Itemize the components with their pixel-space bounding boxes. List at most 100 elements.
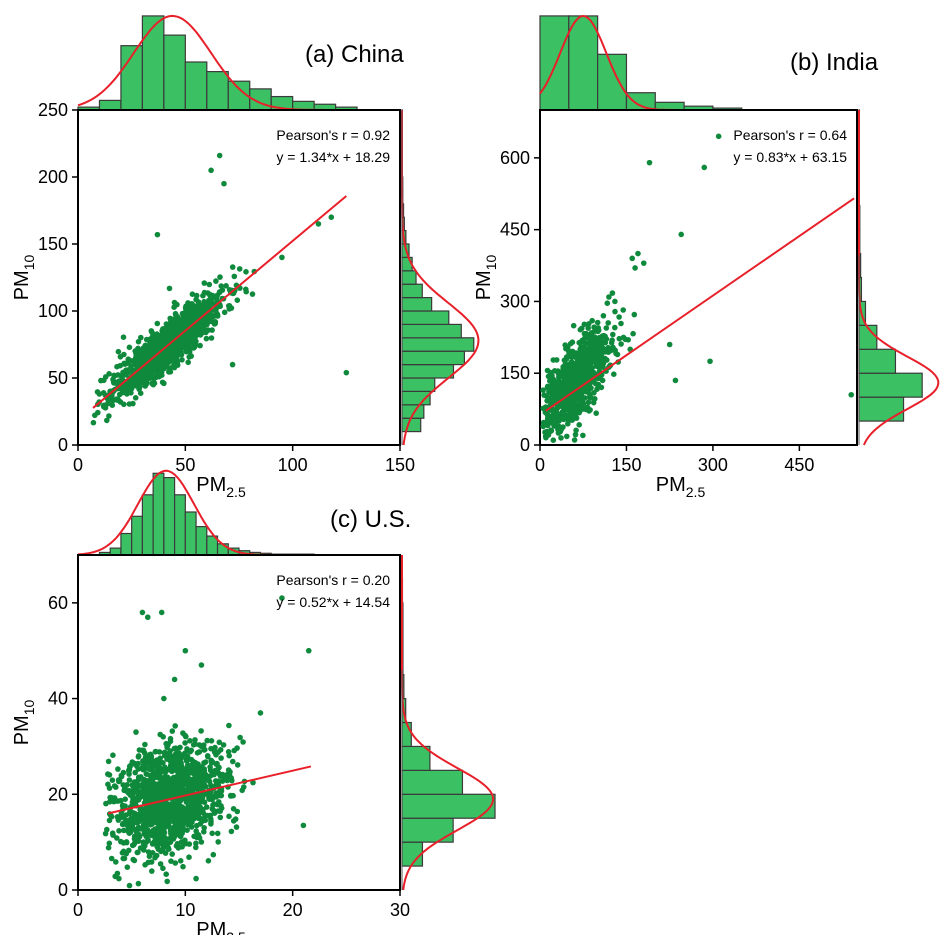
x-tick-label: 0 xyxy=(73,900,83,920)
scatter-point xyxy=(116,876,122,882)
y-tick-label: 0 xyxy=(520,435,530,455)
scatter-point xyxy=(133,351,139,357)
x-tick-label: 0 xyxy=(73,455,83,475)
scatter-point xyxy=(208,746,214,752)
scatter-point xyxy=(106,759,112,765)
scatter-point xyxy=(110,752,116,758)
scatter-point xyxy=(604,357,610,363)
scatter-point xyxy=(167,286,173,292)
side-histogram xyxy=(859,110,938,445)
scatter-point xyxy=(209,769,215,775)
scatter-point xyxy=(571,323,577,329)
side-histogram-bar xyxy=(859,349,895,373)
scatter-point xyxy=(230,759,236,765)
side-histogram-bar xyxy=(402,746,430,770)
scatter-point xyxy=(169,851,175,857)
scatter-point xyxy=(218,755,224,761)
top-histogram-bar xyxy=(207,72,228,110)
top-histogram-bar xyxy=(142,16,163,110)
x-tick-label: 0 xyxy=(535,455,545,475)
scatter-point xyxy=(605,300,611,306)
scatter-point xyxy=(107,772,113,778)
scatter-point xyxy=(579,326,585,332)
scatter-point xyxy=(218,815,224,821)
scatter-point xyxy=(215,831,221,837)
scatter-point xyxy=(204,804,210,810)
scatter-point xyxy=(125,864,131,870)
scatter-point xyxy=(116,828,122,834)
scatter-point xyxy=(223,283,229,289)
scatter-point-outlier xyxy=(673,378,679,384)
scatter-point xyxy=(136,881,142,887)
y-axis-label: PM10 xyxy=(11,700,37,746)
scatter-point xyxy=(173,326,179,332)
scatter-point xyxy=(213,778,219,784)
x-tick-label: 50 xyxy=(175,455,195,475)
scatter-point xyxy=(138,335,144,341)
scatter-point xyxy=(109,814,115,820)
scatter-point-outlier xyxy=(208,168,214,174)
y-tick-label: 600 xyxy=(500,148,530,168)
scatter-point xyxy=(162,830,168,836)
scatter-point xyxy=(98,378,104,384)
scatter-point xyxy=(569,354,575,360)
stats-annotation: Pearson's r = 0.64 xyxy=(733,127,847,143)
top-histogram-bar xyxy=(153,473,164,555)
scatter-point xyxy=(209,738,215,744)
scatter-point xyxy=(595,325,601,331)
scatter-point xyxy=(184,349,190,355)
scatter-point xyxy=(206,858,212,864)
panel-title: (a) China xyxy=(305,41,404,68)
scatter-point xyxy=(176,845,182,851)
scatter-point xyxy=(92,413,98,419)
scatter-point xyxy=(187,307,193,313)
scatter-point xyxy=(153,793,159,799)
scatter-point xyxy=(148,756,154,762)
scatter-point xyxy=(161,776,167,782)
scatter-point xyxy=(592,339,598,345)
scatter-point xyxy=(618,321,624,327)
scatter-point xyxy=(170,728,176,734)
scatter-point xyxy=(545,417,551,423)
scatter-point xyxy=(129,792,135,798)
scatter-point xyxy=(155,370,161,376)
y-axis-label-main: PM xyxy=(11,715,33,745)
scatter-point xyxy=(135,832,141,838)
scatter-point xyxy=(131,842,137,848)
scatter-point xyxy=(220,287,226,293)
scatter-point xyxy=(620,307,626,313)
scatter-point xyxy=(136,386,142,392)
scatter-point-outlier xyxy=(601,313,607,319)
side-histogram-bar xyxy=(402,723,411,747)
scatter-point xyxy=(118,354,124,360)
scatter-point xyxy=(618,341,624,347)
scatter-point xyxy=(127,883,133,889)
y-tick-label: 0 xyxy=(58,880,68,900)
top-histogram-bar xyxy=(598,54,627,110)
scatter-point xyxy=(172,723,178,729)
top-histogram-bar xyxy=(132,516,143,555)
scatter-point xyxy=(127,777,133,783)
scatter-point xyxy=(596,355,602,361)
scatter-point xyxy=(130,401,136,407)
scatter-point xyxy=(593,410,599,416)
scatter-point-outlier xyxy=(701,165,707,171)
scatter-point xyxy=(171,831,177,837)
scatter-point xyxy=(540,387,546,393)
scatter-point xyxy=(598,337,604,343)
scatter-point xyxy=(580,406,586,412)
scatter-point xyxy=(177,745,183,751)
scatter-point xyxy=(208,819,214,825)
top-histogram-bar xyxy=(196,527,207,555)
scatter-point xyxy=(205,813,211,819)
scatter-point xyxy=(136,753,142,759)
scatter-point xyxy=(560,382,566,388)
scatter-point xyxy=(580,433,586,439)
scatter-point xyxy=(149,328,155,334)
scatter-point xyxy=(187,341,193,347)
scatter-point xyxy=(237,735,243,741)
scatter-point xyxy=(153,749,159,755)
scatter-point-outlier xyxy=(279,255,285,261)
scatter-point xyxy=(115,766,121,772)
